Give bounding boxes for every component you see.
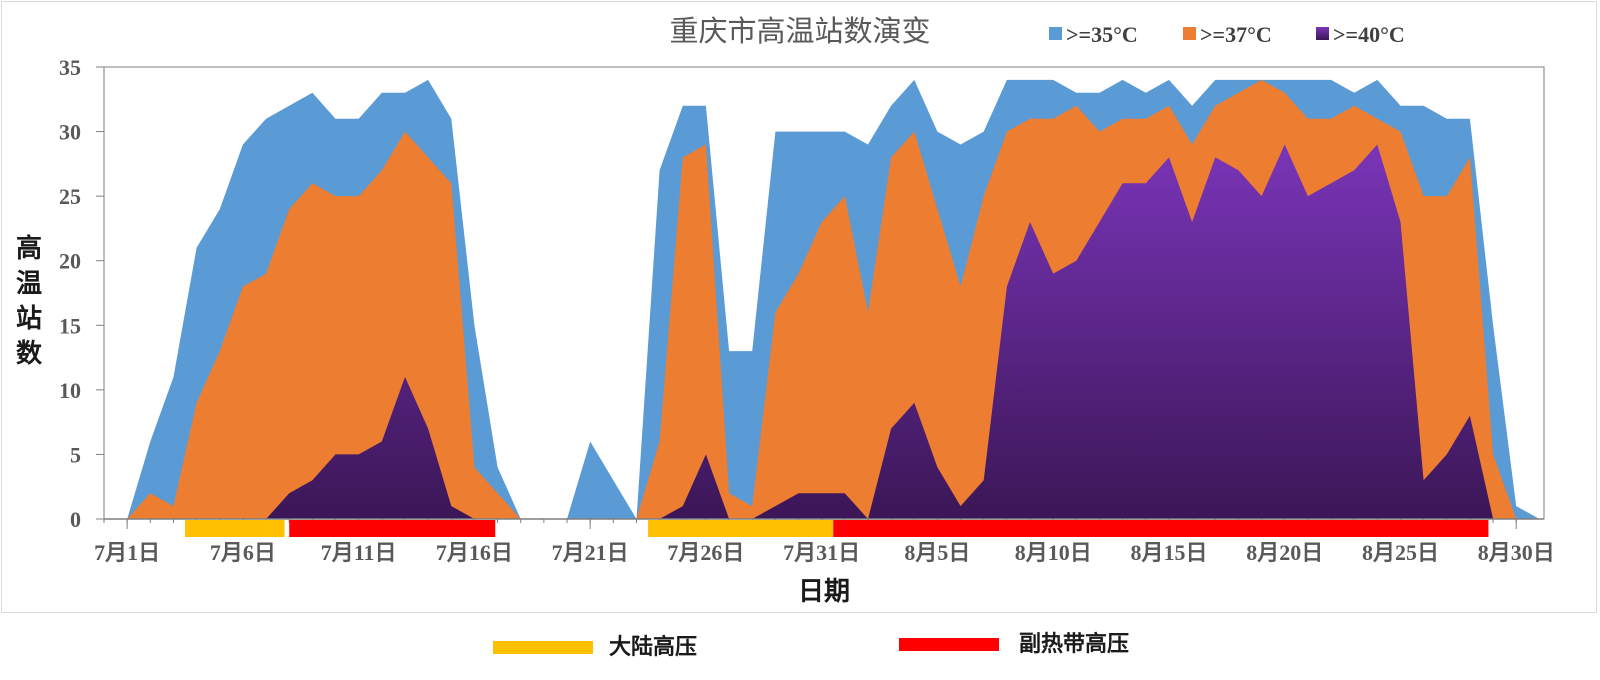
series-legend: >=35°C >=37°C >=40°C	[1049, 22, 1405, 47]
y-tick-label: 10	[59, 378, 81, 403]
legend-label-subtropical-high: 副热带高压	[1019, 631, 1129, 657]
x-axis-title: 日期	[798, 577, 850, 607]
x-tick-label: 7月21日	[552, 540, 629, 565]
y-axis-ticks: 0 5 10 15 20 25 30 35	[59, 55, 104, 532]
period-bar	[648, 520, 834, 537]
x-tick-label: 7月11日	[321, 540, 397, 565]
y-tick-label: 0	[70, 507, 81, 532]
x-tick-label: 7月6日	[210, 540, 276, 565]
y-tick-label: 15	[59, 313, 81, 338]
pressure-legend: 大陆高压 副热带高压	[493, 631, 1129, 660]
x-axis-ticks: 7月1日 7月6日 7月11日 7月16日 7月21日 7月26日 7月31日 8月5日 8月1…	[94, 519, 1555, 565]
legend-swatch-37	[1183, 27, 1196, 40]
x-tick-label: 7月1日	[94, 540, 160, 565]
x-tick-label: 7月31日	[783, 540, 860, 565]
legend-swatch-continental-high	[493, 641, 593, 654]
x-tick-label: 8月25日	[1362, 540, 1439, 565]
legend-swatch-35	[1049, 27, 1062, 40]
x-tick-label: 8月20日	[1246, 540, 1323, 565]
x-tick-label: 7月16日	[436, 540, 513, 565]
legend-swatch-40	[1316, 27, 1329, 40]
x-tick-label: 8月5日	[904, 540, 970, 565]
period-bar	[185, 520, 285, 537]
legend-label-37: >=37°C	[1200, 22, 1272, 47]
y-tick-label: 20	[59, 249, 81, 274]
legend-swatch-subtropical-high	[899, 638, 999, 651]
pressure-period-bars	[185, 520, 1489, 537]
chart-title: 重庆市高温站数演变	[669, 14, 930, 48]
period-bar	[289, 520, 496, 537]
y-tick-label: 25	[59, 184, 81, 209]
chart-frame	[1, 1, 1597, 613]
y-tick-label: 30	[59, 120, 81, 145]
area-series-40c	[104, 144, 1540, 519]
x-tick-label: 7月26日	[667, 540, 744, 565]
legend-label-40: >=40°C	[1333, 22, 1405, 47]
x-tick-label: 8月10日	[1015, 540, 1092, 565]
x-tick-label: 8月30日	[1478, 540, 1555, 565]
y-tick-label: 35	[59, 55, 81, 80]
x-tick-label: 8月15日	[1130, 540, 1207, 565]
legend-label-35: >=35°C	[1066, 22, 1138, 47]
y-tick-label: 5	[70, 442, 81, 467]
period-bar	[833, 520, 1489, 537]
legend-label-continental-high: 大陆高压	[609, 634, 697, 660]
y-axis-title: 高温站数	[16, 233, 43, 369]
